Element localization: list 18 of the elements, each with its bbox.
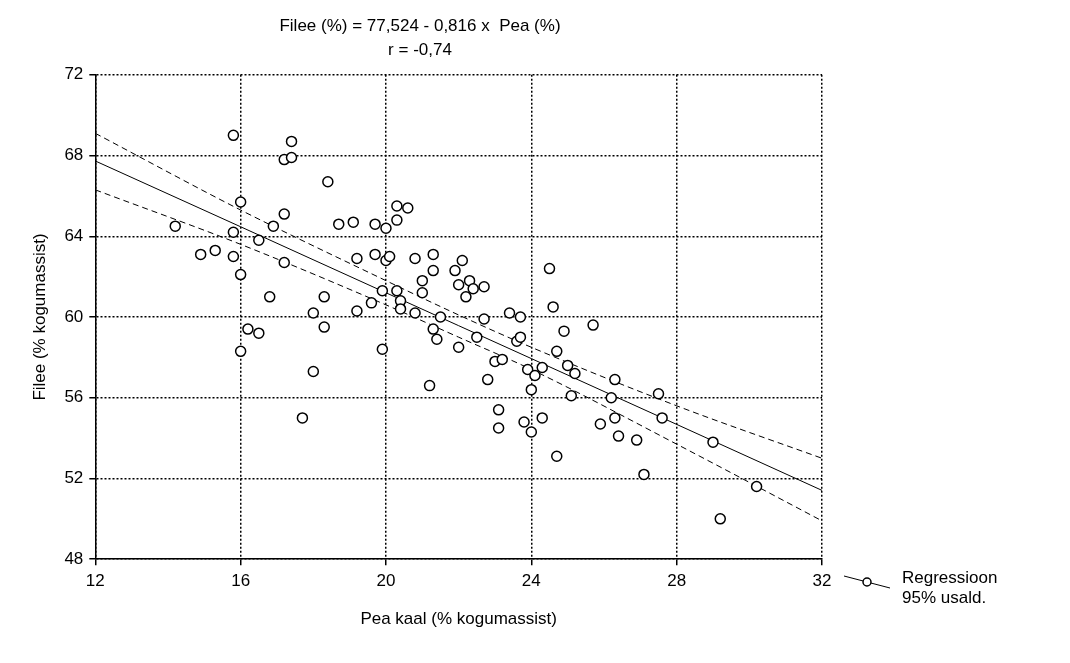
- y-tick-label: 52: [64, 468, 84, 488]
- y-tick-label: 60: [64, 306, 84, 326]
- chart-title: Filee (%) = 77,524 - 0,816 x Pea (%): [279, 15, 561, 35]
- x-tick-label: 32: [812, 571, 832, 591]
- x-tick-label: 12: [85, 571, 105, 591]
- y-tick-label: 48: [64, 548, 84, 568]
- y-tick-label: 68: [64, 145, 84, 165]
- chart-subtitle: r = -0,74: [388, 40, 452, 60]
- x-tick-label: 24: [521, 571, 541, 591]
- y-tick-label: 56: [64, 387, 84, 407]
- x-tick-label: 28: [667, 571, 687, 591]
- y-tick-label: 64: [64, 225, 84, 245]
- x-tick-label: 20: [376, 571, 396, 591]
- x-tick-label: 16: [231, 571, 251, 591]
- y-tick-label: 72: [64, 64, 84, 84]
- legend-label: Regressioon 95% usald.: [902, 568, 999, 608]
- x-axis-title: Pea kaal (% kogumassist): [360, 609, 557, 629]
- y-axis-title: Filee (% kogumassist): [29, 233, 49, 401]
